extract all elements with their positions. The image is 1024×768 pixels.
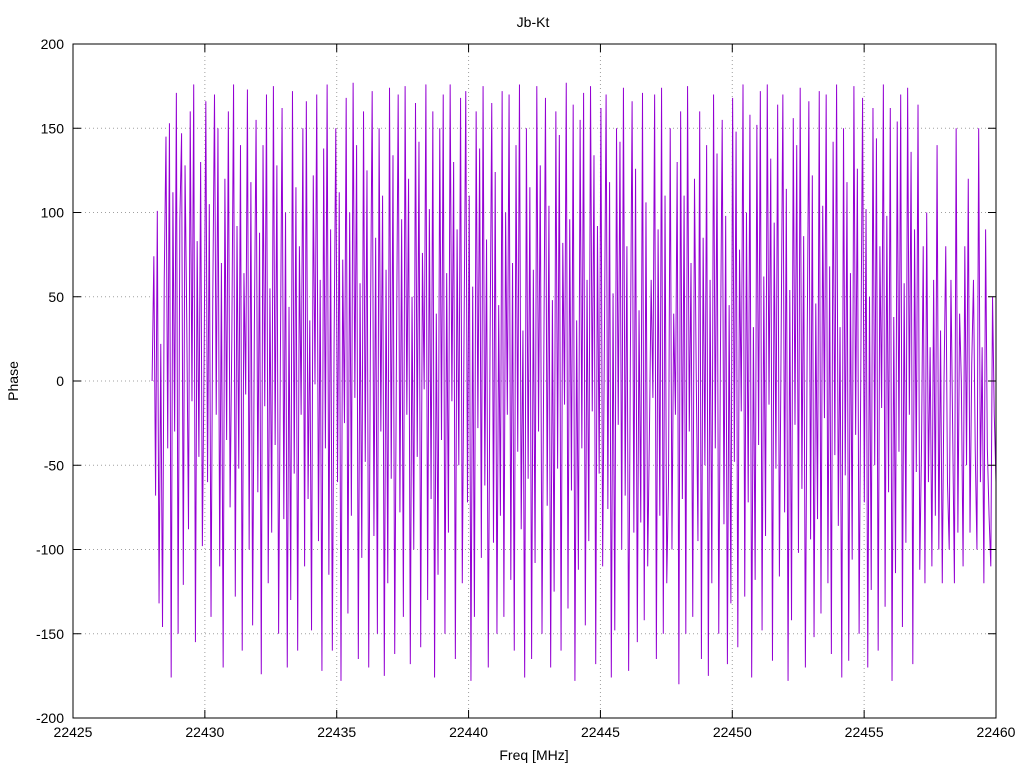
x-tick-label: 22440: [449, 724, 488, 740]
y-axis-title: Phase: [5, 361, 21, 401]
y-tick-label: -50: [44, 457, 64, 473]
axis-ticks: [72, 43, 997, 719]
x-tick-label: 22455: [845, 724, 884, 740]
x-tick-label: 22460: [977, 724, 1016, 740]
y-tick-label: 200: [41, 36, 65, 52]
y-tick-label: 0: [56, 373, 64, 389]
data-series: [151, 82, 997, 685]
x-tick-label: 22425: [54, 724, 93, 740]
y-tick-label: 150: [41, 120, 65, 136]
x-tick-label: 22430: [185, 724, 224, 740]
phase-series-line: [151, 82, 997, 685]
x-tick-label: 22435: [317, 724, 356, 740]
x-tick-label: 22450: [713, 724, 752, 740]
x-tick-label: 22445: [581, 724, 620, 740]
y-tick-label: -150: [36, 626, 64, 642]
y-tick-label: 50: [48, 289, 64, 305]
y-tick-label: -100: [36, 542, 64, 558]
tick-labels: 22425 22430 22435 22440 22445 22450 22455 22460…: [36, 36, 1016, 740]
chart-title: Jb-Kt: [517, 14, 550, 30]
y-tick-label: -200: [36, 710, 64, 726]
x-axis-title: Freq [MHz]: [499, 747, 568, 763]
y-tick-label: 100: [41, 205, 65, 221]
